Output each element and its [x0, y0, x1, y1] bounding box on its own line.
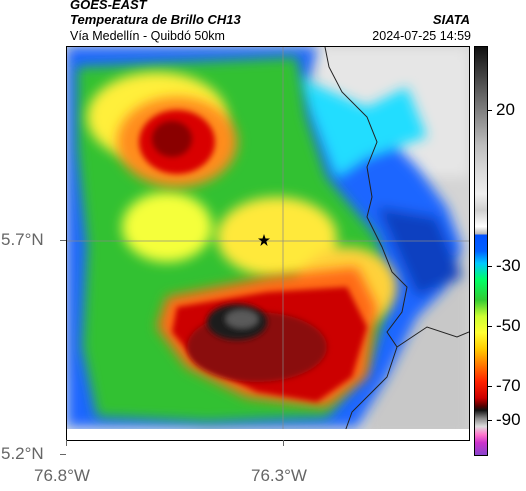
lon-label-76-8: 76.8°W — [34, 466, 90, 485]
lat-label-5-7: 5.7°N — [1, 230, 44, 249]
title-location: Vía Medellín - Quibdó 50km — [70, 29, 225, 43]
satellite-map[interactable] — [66, 46, 470, 441]
colorbar-label-minus50: -50 — [496, 316, 521, 335]
lat-label-5-2: 5.2°N — [1, 444, 44, 463]
title-product: Temperatura de Brillo CH13 — [70, 12, 241, 27]
star-icon — [258, 234, 270, 246]
colorbar — [474, 46, 488, 456]
colorbar-label-minus90: -90 — [496, 410, 521, 429]
title-source: GOES-EAST — [70, 0, 147, 12]
lon-label-76-3: 76.3°W — [251, 466, 307, 485]
colorbar-label-20: 20 — [496, 100, 515, 119]
colorbar-label-minus70: -70 — [496, 376, 521, 395]
brand-label: SIATA — [432, 12, 470, 27]
colorbar-label-minus30: -30 — [496, 256, 521, 275]
brightness-temperature-field — [67, 47, 469, 440]
timestamp: 2024-07-25 14:59 — [372, 29, 471, 43]
